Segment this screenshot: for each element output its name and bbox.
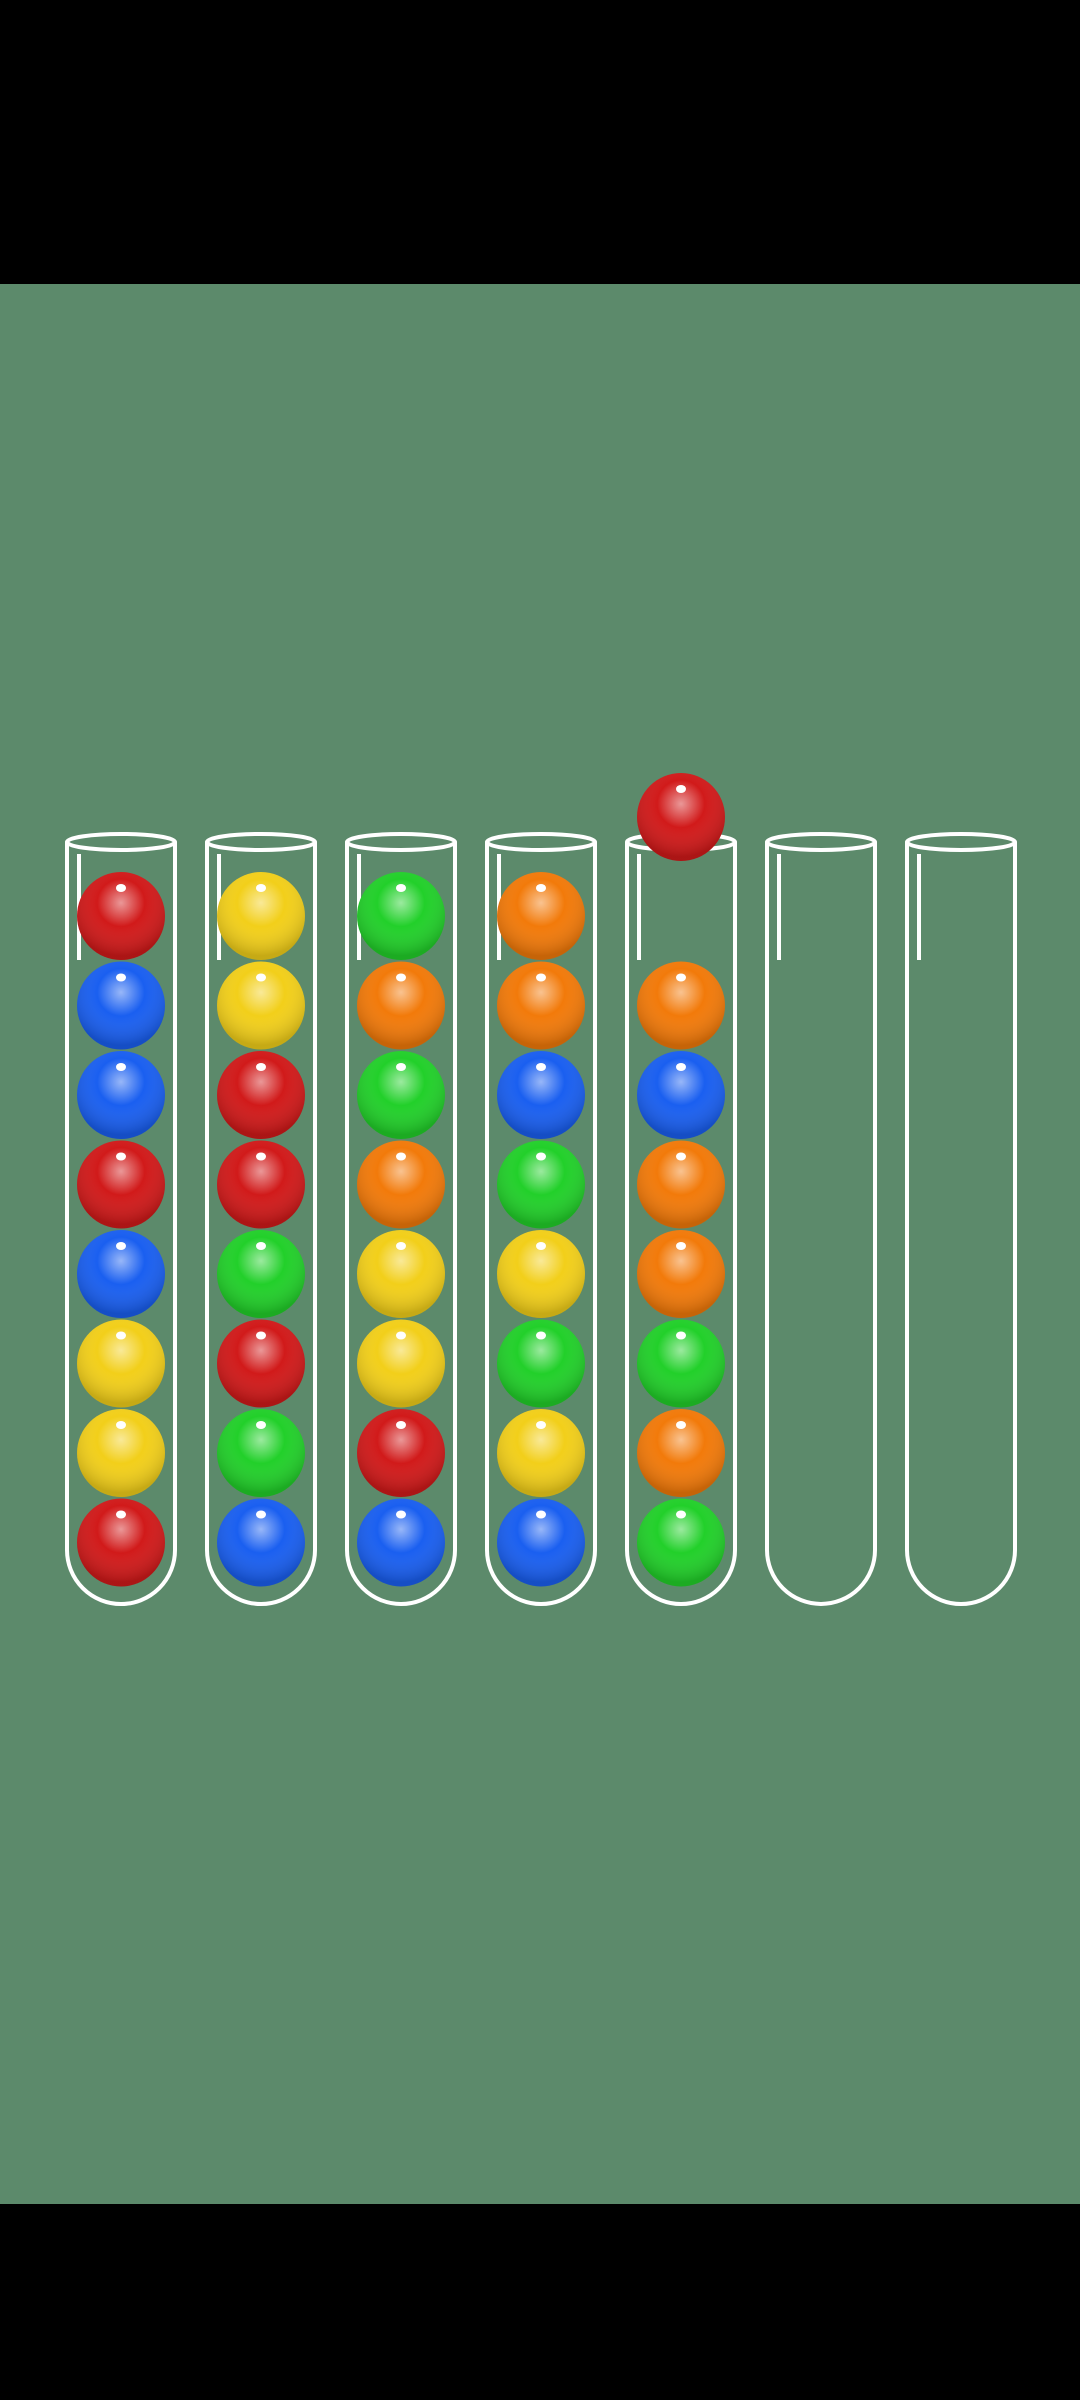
ball-orange <box>357 1140 445 1229</box>
ball-green <box>217 1409 305 1497</box>
tube-1[interactable] <box>65 832 177 1606</box>
tube-rim <box>205 832 317 852</box>
tube-rim <box>65 832 177 852</box>
tube-4[interactable] <box>485 832 597 1606</box>
ball-green <box>357 872 445 960</box>
game-board-canvas <box>0 284 1080 2204</box>
tube-5[interactable] <box>625 773 737 1606</box>
ball-yellow <box>77 1319 165 1408</box>
tube-rim <box>345 832 457 852</box>
ball-yellow <box>217 961 305 1050</box>
tube-outline <box>625 842 737 1606</box>
ball-red <box>77 872 165 960</box>
ball-blue <box>77 1051 165 1139</box>
ball-red <box>357 1409 445 1497</box>
ball-blue <box>217 1498 305 1587</box>
ball-orange <box>637 1409 725 1497</box>
ball-orange <box>497 872 585 960</box>
ball-orange <box>637 1230 725 1318</box>
ball-yellow <box>357 1319 445 1408</box>
ball-blue <box>77 1230 165 1318</box>
ball-blue <box>497 1051 585 1139</box>
ball-yellow <box>497 1230 585 1318</box>
ball-green <box>637 1319 725 1408</box>
ball-blue <box>497 1498 585 1587</box>
ball-green <box>357 1051 445 1139</box>
ball-red <box>217 1051 305 1139</box>
ball-orange <box>637 1140 725 1229</box>
navigation-bar-area <box>0 2204 1080 2400</box>
ball-yellow <box>77 1409 165 1497</box>
tube-outline <box>905 842 1017 1606</box>
tube-2[interactable] <box>205 832 317 1606</box>
ball-red <box>217 1319 305 1408</box>
tube-rim <box>485 832 597 852</box>
tube-7[interactable] <box>905 832 1017 1606</box>
ball-green <box>497 1319 585 1408</box>
ball-blue <box>77 961 165 1050</box>
ball-orange <box>637 961 725 1050</box>
ball-red <box>77 1140 165 1229</box>
tube-rim <box>905 832 1017 852</box>
ball-red <box>77 1498 165 1587</box>
tube-outline <box>205 842 317 1606</box>
tube-outline <box>765 842 877 1606</box>
ball-yellow <box>357 1230 445 1318</box>
ball-orange <box>357 961 445 1050</box>
tube-outline <box>485 842 597 1606</box>
ball-red <box>217 1140 305 1229</box>
lifted-ball-red <box>637 773 725 861</box>
ball-green <box>637 1498 725 1587</box>
tube-6[interactable] <box>765 832 877 1606</box>
status-bar-area <box>0 0 1080 284</box>
ball-orange <box>497 961 585 1050</box>
ball-yellow <box>217 872 305 960</box>
ball-green <box>217 1230 305 1318</box>
ball-yellow <box>497 1409 585 1497</box>
tube-rim <box>765 832 877 852</box>
ball-blue <box>637 1051 725 1139</box>
game-board <box>0 284 1080 2204</box>
tube-outline <box>345 842 457 1606</box>
ball-green <box>497 1140 585 1229</box>
tube-3[interactable] <box>345 832 457 1606</box>
tube-outline <box>65 842 177 1606</box>
ball-blue <box>357 1498 445 1587</box>
